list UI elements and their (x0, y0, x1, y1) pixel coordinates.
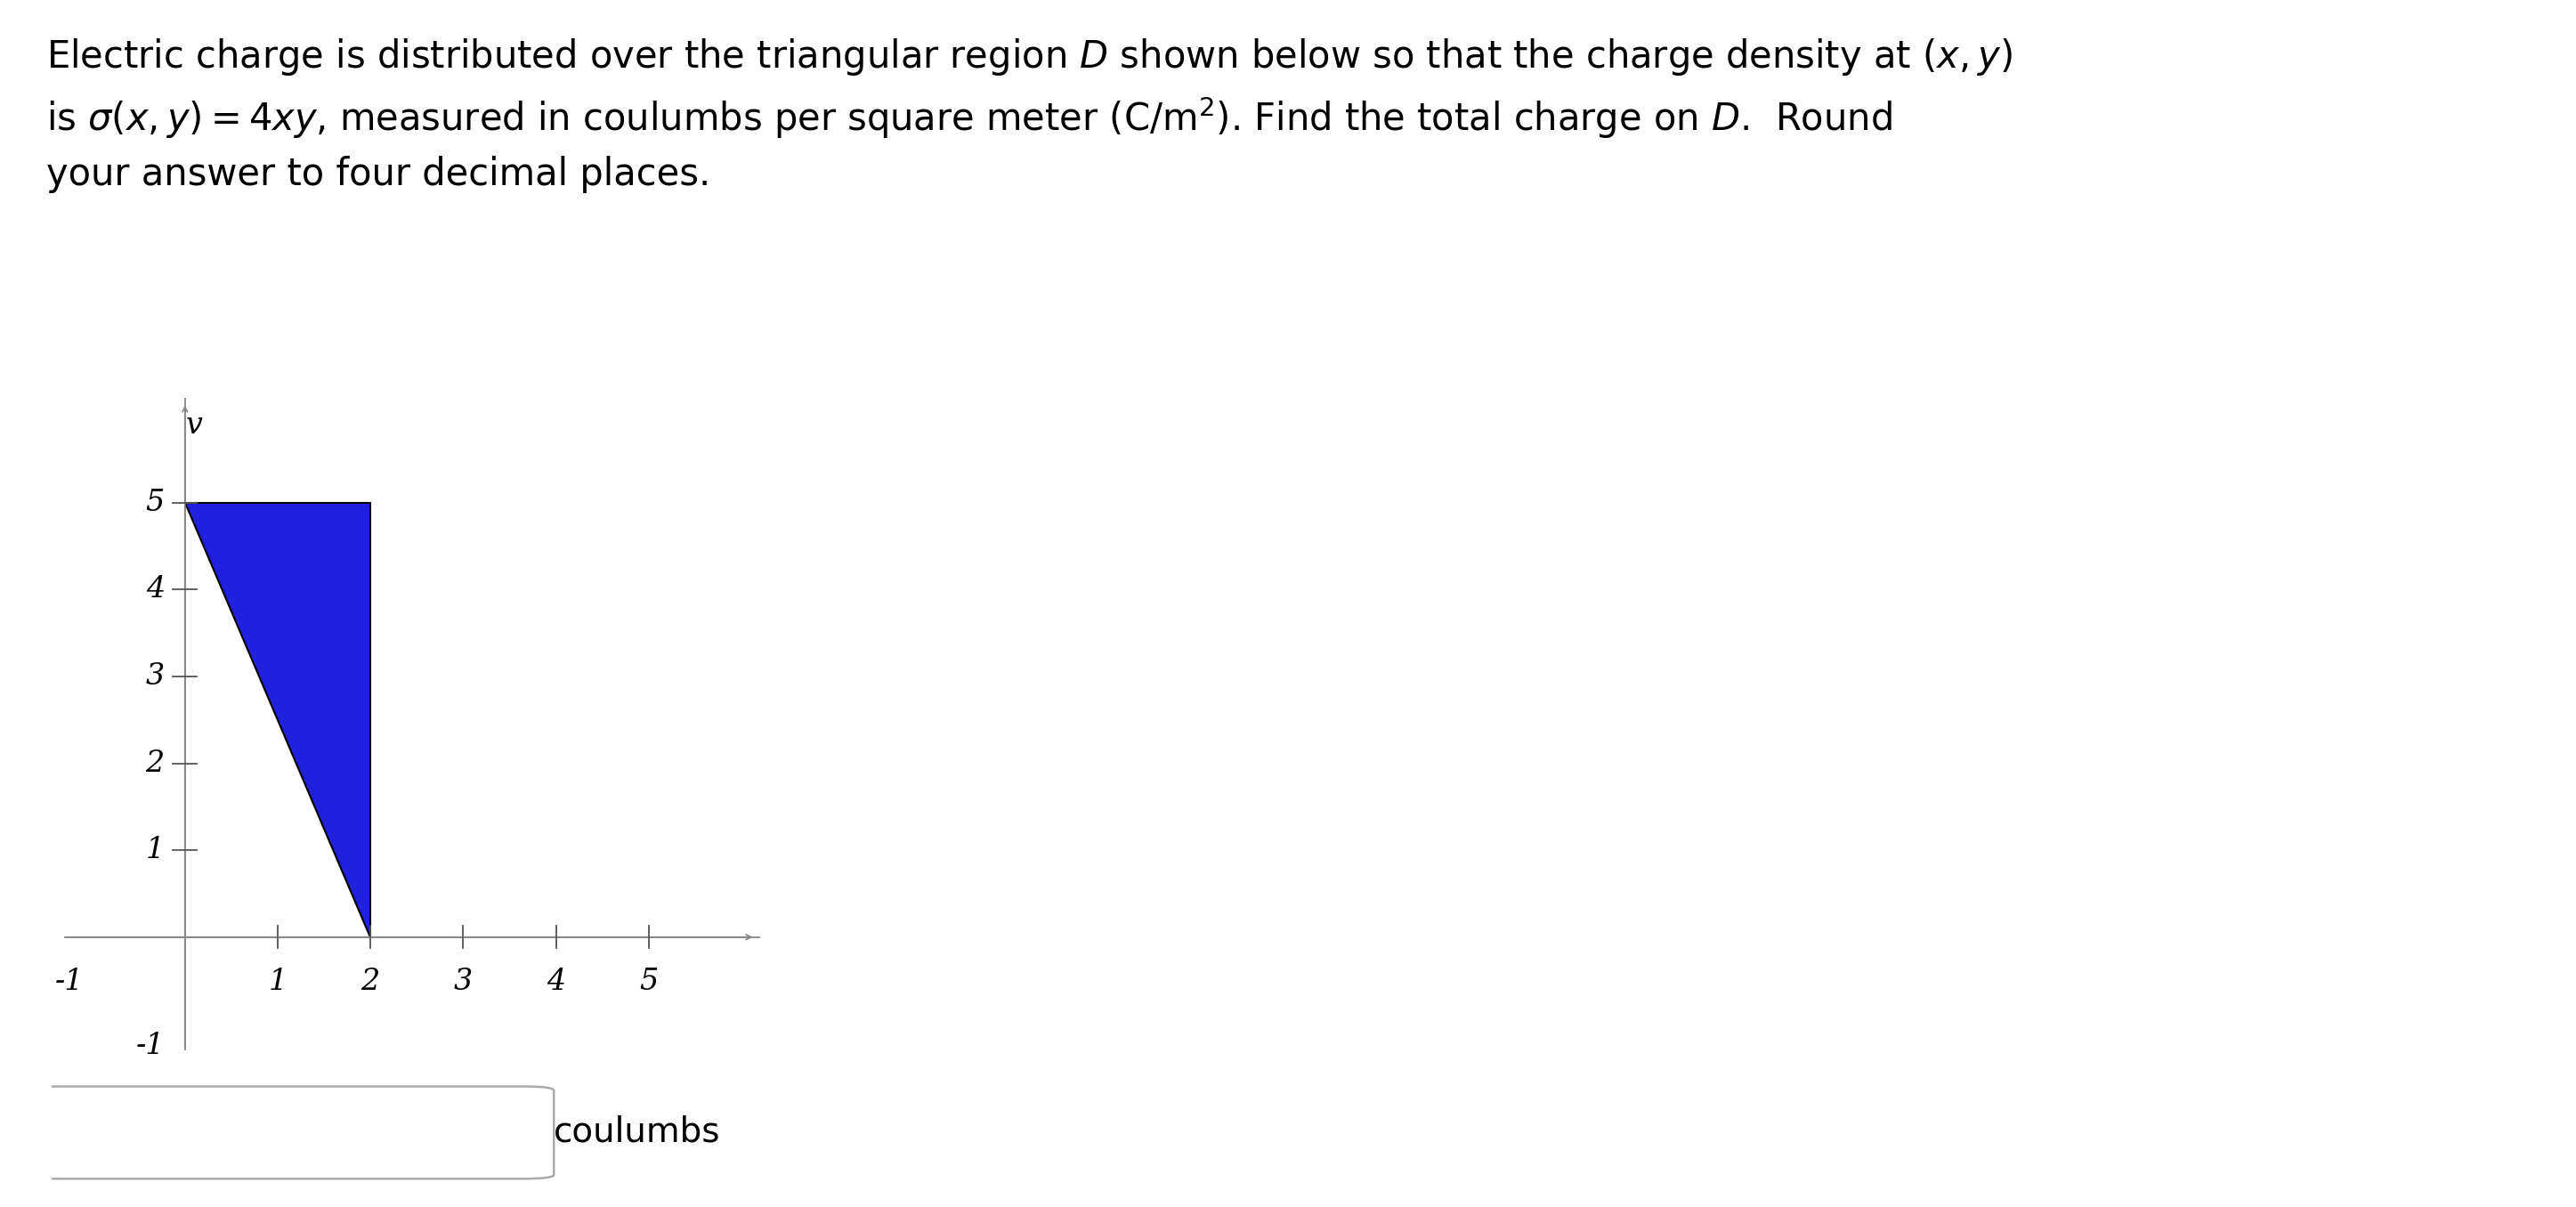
Text: 1: 1 (147, 836, 165, 864)
Text: 4: 4 (546, 968, 564, 996)
Text: Electric charge is distributed over the triangular region $D$ shown below so tha: Electric charge is distributed over the … (46, 36, 2012, 193)
Text: -1: -1 (54, 968, 82, 996)
Text: coulumbs: coulumbs (554, 1114, 721, 1149)
Text: 4: 4 (147, 576, 165, 604)
Text: 5: 5 (639, 968, 657, 996)
Text: 3: 3 (453, 968, 471, 996)
Text: 1: 1 (268, 968, 286, 996)
Text: -1: -1 (137, 1032, 165, 1060)
Text: 5: 5 (147, 489, 165, 517)
Text: 2: 2 (147, 750, 165, 777)
Text: 2: 2 (361, 968, 379, 996)
Text: 3: 3 (147, 663, 165, 690)
Text: v: v (185, 412, 204, 439)
FancyBboxPatch shape (28, 1086, 554, 1179)
Polygon shape (185, 502, 371, 937)
